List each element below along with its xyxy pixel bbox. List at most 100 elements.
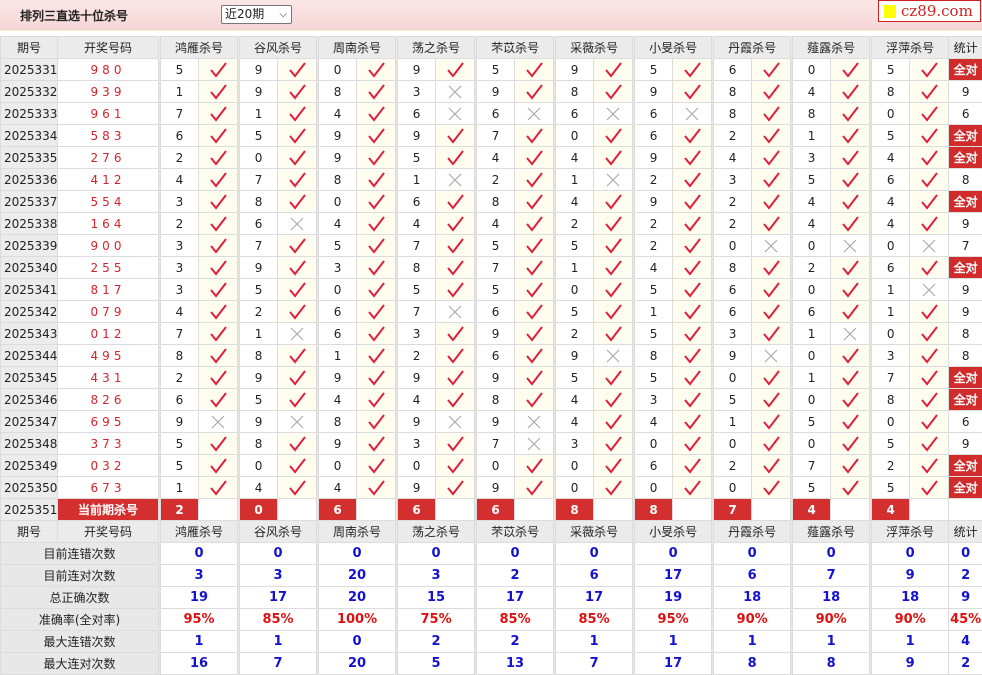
stats-value: 90% bbox=[714, 609, 791, 631]
check-icon bbox=[603, 391, 623, 409]
result-wrong bbox=[673, 103, 712, 125]
result-correct bbox=[515, 301, 554, 323]
result-correct bbox=[673, 301, 712, 323]
check-icon bbox=[208, 215, 228, 233]
result-wrong bbox=[910, 279, 949, 301]
kill-number: 4 bbox=[793, 213, 831, 235]
check-icon bbox=[445, 281, 465, 299]
result-correct bbox=[673, 257, 712, 279]
result-correct bbox=[436, 455, 475, 477]
kill-number: 1 bbox=[161, 81, 199, 103]
check-icon bbox=[445, 149, 465, 167]
check-icon bbox=[682, 83, 702, 101]
header-predictor: 芣苡杀号 bbox=[477, 37, 554, 59]
kill-number: 9 bbox=[319, 367, 357, 389]
kill-number: 4 bbox=[793, 81, 831, 103]
result-correct bbox=[594, 367, 633, 389]
result-correct bbox=[831, 257, 870, 279]
result-correct bbox=[515, 345, 554, 367]
result-correct bbox=[436, 345, 475, 367]
period-select[interactable]: 近20期⌵ bbox=[221, 5, 292, 24]
kill-number: 4 bbox=[161, 301, 199, 323]
kill-number: 3 bbox=[161, 191, 199, 213]
stats-value: 0 bbox=[398, 543, 475, 565]
result-correct bbox=[278, 301, 317, 323]
kill-number: 2 bbox=[872, 455, 910, 477]
check-icon bbox=[682, 435, 702, 453]
check-icon bbox=[840, 127, 860, 145]
kill-number: 3 bbox=[872, 345, 910, 367]
result-correct bbox=[831, 103, 870, 125]
result-wrong bbox=[831, 235, 870, 257]
empty-cell bbox=[278, 499, 317, 521]
kill-number: 8 bbox=[872, 389, 910, 411]
check-icon bbox=[445, 325, 465, 343]
stats-value: 1 bbox=[635, 631, 712, 653]
period-select-value: 近20期 bbox=[225, 7, 264, 21]
result-correct bbox=[752, 477, 791, 499]
kill-number: 0 bbox=[872, 323, 910, 345]
site-logo[interactable]: cz89.com bbox=[878, 0, 981, 22]
check-icon bbox=[840, 281, 860, 299]
header-stat: 统计 bbox=[949, 37, 982, 59]
check-icon bbox=[524, 149, 544, 167]
stats-value: 9 bbox=[872, 565, 949, 587]
result-correct bbox=[910, 147, 949, 169]
check-icon bbox=[840, 61, 860, 79]
result-correct bbox=[515, 477, 554, 499]
kill-number: 0 bbox=[793, 433, 831, 455]
kill-number: 5 bbox=[240, 125, 278, 147]
check-icon bbox=[840, 369, 860, 387]
result-correct bbox=[436, 59, 475, 81]
check-icon bbox=[208, 149, 228, 167]
check-icon bbox=[208, 281, 228, 299]
check-icon bbox=[603, 193, 623, 211]
stat-cell: 全对 bbox=[949, 147, 982, 169]
stats-value: 17 bbox=[477, 587, 554, 609]
result-correct bbox=[673, 433, 712, 455]
result-correct bbox=[673, 455, 712, 477]
cross-icon bbox=[445, 83, 465, 101]
kill-number: 9 bbox=[477, 477, 515, 499]
check-icon bbox=[445, 61, 465, 79]
kill-number: 9 bbox=[240, 81, 278, 103]
result-correct bbox=[910, 125, 949, 147]
stats-value: 17 bbox=[240, 587, 317, 609]
check-icon bbox=[366, 171, 386, 189]
check-icon bbox=[603, 127, 623, 145]
check-icon bbox=[208, 259, 228, 277]
kill-number: 1 bbox=[556, 169, 594, 191]
result-correct bbox=[199, 257, 238, 279]
check-icon bbox=[445, 215, 465, 233]
kill-number: 8 bbox=[398, 257, 436, 279]
check-icon bbox=[366, 303, 386, 321]
result-wrong bbox=[910, 235, 949, 257]
result-correct bbox=[357, 455, 396, 477]
stats-label: 总正确次数 bbox=[1, 587, 159, 609]
result-correct bbox=[357, 169, 396, 191]
result-correct bbox=[752, 323, 791, 345]
result-correct bbox=[910, 257, 949, 279]
stat-cell: 全对 bbox=[949, 125, 982, 147]
result-correct bbox=[673, 59, 712, 81]
check-icon bbox=[840, 171, 860, 189]
check-icon bbox=[366, 413, 386, 431]
result-correct bbox=[752, 279, 791, 301]
kill-number: 6 bbox=[477, 301, 515, 323]
result-correct bbox=[278, 455, 317, 477]
kill-number: 4 bbox=[714, 147, 752, 169]
kill-number: 2 bbox=[635, 235, 673, 257]
result-correct bbox=[357, 301, 396, 323]
stats-row: 准确率(全对率)95%85%100%75%85%85%95%90%90%90%4… bbox=[1, 609, 982, 631]
kill-number: 0 bbox=[319, 455, 357, 477]
kill-number: 4 bbox=[398, 213, 436, 235]
result-correct bbox=[357, 477, 396, 499]
check-icon bbox=[445, 237, 465, 255]
current-kill-number: 7 bbox=[714, 499, 752, 521]
issue-number: 2025345 bbox=[1, 367, 58, 389]
